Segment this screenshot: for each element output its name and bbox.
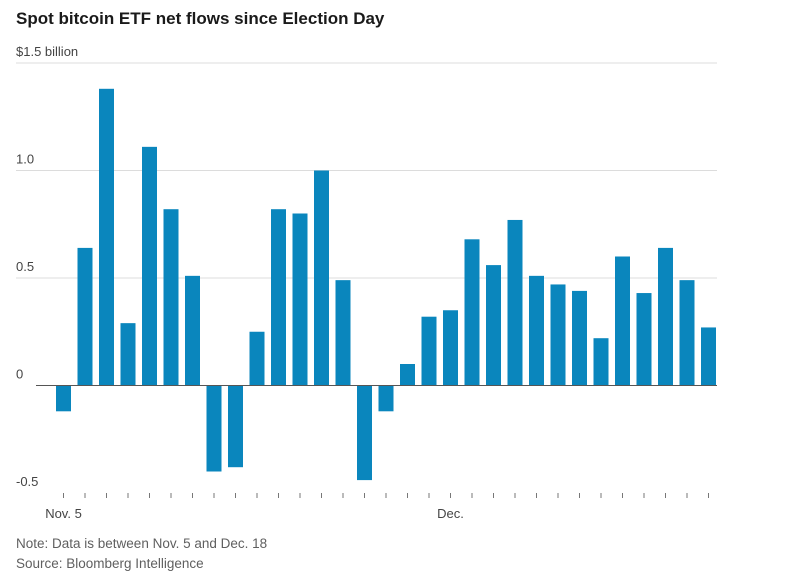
bar bbox=[679, 280, 695, 386]
chart-source: Source: Bloomberg Intelligence bbox=[16, 556, 204, 571]
x-axis: Nov. 5 Dec. bbox=[36, 385, 717, 521]
y-tick-label: 0.5 bbox=[16, 259, 34, 274]
bar bbox=[400, 364, 415, 386]
chart-title: Spot bitcoin ETF net flows since Electio… bbox=[16, 9, 385, 28]
bar bbox=[206, 385, 222, 472]
bar bbox=[443, 310, 458, 386]
bar bbox=[357, 385, 372, 481]
gridlines bbox=[16, 62, 717, 279]
bar bbox=[56, 385, 71, 412]
bar bbox=[185, 275, 200, 386]
bar bbox=[658, 247, 673, 386]
bar bbox=[77, 247, 93, 386]
y-tick-label: 0 bbox=[16, 367, 23, 382]
x-tick-label: Dec. bbox=[437, 506, 464, 521]
chart-note: Note: Data is between Nov. 5 and Dec. 18 bbox=[16, 536, 268, 551]
y-axis-labels: $1.5 billion 1.0 0.5 0 -0.5 bbox=[16, 44, 78, 489]
bar bbox=[615, 256, 630, 386]
y-tick-label: $1.5 billion bbox=[16, 44, 78, 59]
bar-chart: $1.5 billion 1.0 0.5 0 -0.5 Nov. 5 Dec. bbox=[16, 44, 717, 521]
bar bbox=[550, 284, 566, 386]
bar bbox=[507, 219, 523, 386]
bar bbox=[99, 88, 114, 386]
bar bbox=[636, 293, 652, 386]
bar bbox=[120, 323, 136, 386]
bar bbox=[421, 316, 437, 386]
bar bbox=[142, 146, 157, 386]
bar bbox=[701, 327, 716, 386]
y-tick-label: -0.5 bbox=[16, 474, 38, 489]
bar bbox=[163, 209, 179, 386]
bar bbox=[464, 239, 480, 386]
bar bbox=[292, 213, 308, 386]
bar bbox=[593, 338, 609, 386]
bar bbox=[314, 170, 329, 386]
bar bbox=[249, 331, 265, 386]
bar bbox=[572, 290, 587, 386]
bars bbox=[56, 88, 716, 481]
bar bbox=[271, 209, 286, 386]
y-tick-label: 1.0 bbox=[16, 152, 34, 167]
bar bbox=[228, 385, 243, 468]
bar bbox=[378, 385, 394, 412]
bar bbox=[529, 275, 544, 386]
bar bbox=[486, 265, 501, 386]
x-tick-label: Nov. 5 bbox=[45, 506, 82, 521]
bar bbox=[335, 280, 351, 386]
